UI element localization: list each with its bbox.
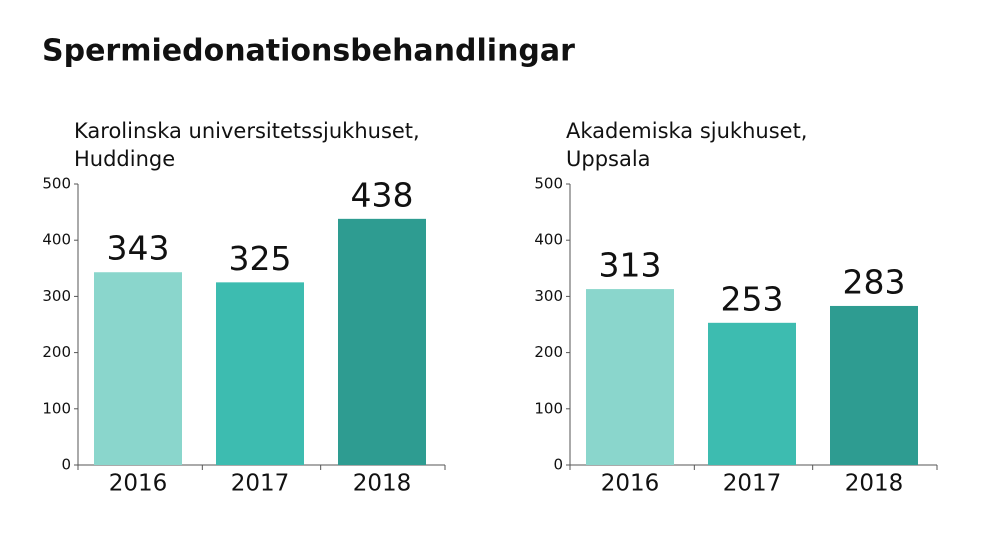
bar (586, 289, 674, 465)
y-tick-label: 0 (61, 456, 71, 474)
bar (338, 218, 426, 465)
x-tick-label: 2016 (601, 471, 660, 497)
value-label: 283 (843, 262, 906, 301)
bar (216, 282, 304, 465)
y-tick-label: 300 (534, 287, 563, 305)
y-tick-label: 200 (534, 343, 563, 361)
value-label: 313 (599, 246, 662, 285)
value-label: 325 (229, 239, 292, 278)
y-tick-label: 500 (42, 175, 71, 193)
x-tick-label: 2017 (723, 471, 782, 497)
y-tick-label: 200 (42, 343, 71, 361)
y-tick-label: 400 (42, 231, 71, 249)
y-tick-label: 400 (534, 231, 563, 249)
value-label: 253 (721, 279, 784, 318)
y-tick-label: 100 (42, 399, 71, 417)
x-tick-label: 2018 (353, 471, 412, 497)
x-tick-label: 2017 (231, 471, 290, 497)
y-tick-label: 100 (534, 399, 563, 417)
y-tick-label: 500 (534, 175, 563, 193)
bar (94, 272, 182, 465)
page-title: Spermiedonationsbehandlingar (42, 34, 575, 69)
chart-subtitle: Uppsala (566, 147, 651, 171)
chart-subtitle: Akademiska sjukhuset, (566, 119, 807, 143)
bar (830, 305, 918, 465)
y-tick-label: 300 (42, 287, 71, 305)
chart-subtitle: Karolinska universitetssjukhuset, (74, 119, 420, 143)
value-label: 438 (351, 175, 414, 214)
value-label: 343 (107, 229, 170, 268)
bar (708, 322, 796, 465)
x-tick-label: 2018 (845, 471, 904, 497)
chart-subtitle: Huddinge (74, 147, 175, 171)
y-tick-label: 0 (553, 456, 563, 474)
x-tick-label: 2016 (109, 471, 168, 497)
